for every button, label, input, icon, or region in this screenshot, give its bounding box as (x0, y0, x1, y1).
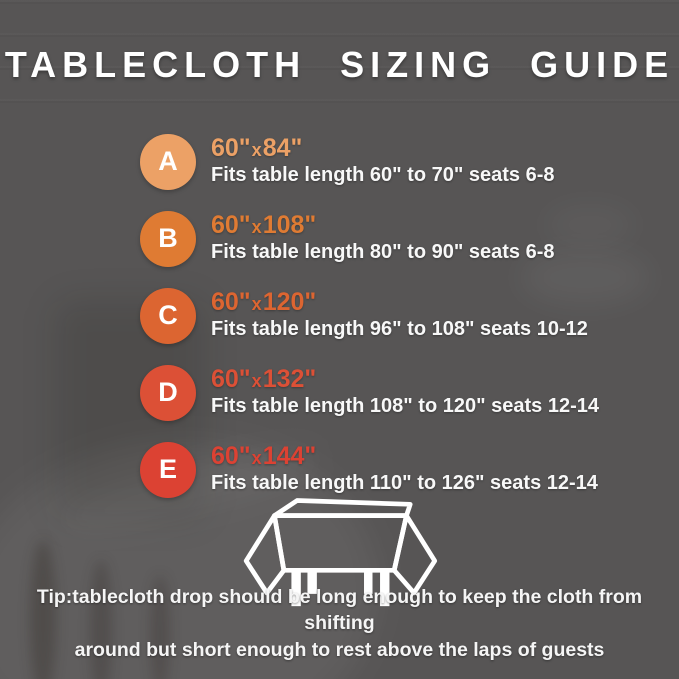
multiply-sign: x (251, 217, 262, 237)
tip-line-2: around but short enough to rest above th… (74, 638, 605, 661)
cloth-drape-right (391, 513, 438, 596)
cloth-front (272, 513, 409, 573)
size-width: 60" (211, 365, 251, 393)
size-option-text: 60"x84" Fits table length 60" to 70" sea… (211, 135, 555, 188)
size-option-d: D 60"x132" Fits table length 108" to 120… (140, 364, 599, 421)
size-length: 120" (262, 288, 317, 316)
size-option-b: B 60"x108" Fits table length 80" to 90" … (140, 210, 599, 267)
page-title: TABLECLOTH SIZING GUIDE (4, 44, 675, 85)
size-width: 60" (211, 442, 251, 470)
size-option-a: A 60"x84" Fits table length 60" to 70" s… (140, 133, 599, 190)
table-leg (307, 572, 317, 594)
size-options-list: A 60"x84" Fits table length 60" to 70" s… (140, 133, 599, 498)
size-width: 60" (211, 134, 251, 162)
size-dimensions: 60"x108" (211, 212, 555, 239)
size-description: Fits table length 110" to 126" seats 12-… (211, 472, 598, 494)
size-length: 144" (262, 442, 317, 470)
table-leg (364, 572, 373, 594)
size-dimensions: 60"x144" (211, 443, 598, 470)
size-badge-b: B (140, 210, 196, 267)
size-option-text: 60"x144" Fits table length 110" to 126" … (211, 443, 598, 496)
size-letter: B (158, 223, 178, 253)
size-description: Fits table length 96" to 108" seats 10-1… (211, 318, 588, 340)
size-option-c: C 60"x120" Fits table length 96" to 108"… (140, 287, 599, 344)
size-dimensions: 60"x84" (211, 135, 555, 162)
size-letter: C (158, 300, 178, 330)
size-letter: A (158, 146, 178, 176)
size-badge-a: A (140, 133, 196, 190)
size-badge-d: D (140, 364, 196, 421)
multiply-sign: x (251, 448, 262, 468)
size-badge-e: E (140, 441, 196, 498)
size-width: 60" (211, 288, 251, 316)
tip-line-1: Tip:tablecloth drop should be long enoug… (36, 586, 643, 635)
tip-text: Tip:tablecloth drop should be long enoug… (0, 584, 679, 663)
size-width: 60" (211, 211, 251, 239)
size-dimensions: 60"x120" (211, 289, 588, 316)
multiply-sign: x (251, 294, 262, 314)
size-option-text: 60"x132" Fits table length 108" to 120" … (211, 366, 599, 419)
size-option-text: 60"x108" Fits table length 80" to 90" se… (211, 212, 555, 265)
table-leg (291, 572, 301, 607)
multiply-sign: x (251, 140, 262, 160)
size-description: Fits table length 108" to 120" seats 12-… (211, 395, 600, 417)
size-option-e: E 60"x144" Fits table length 110" to 126… (140, 441, 599, 498)
multiply-sign: x (251, 371, 262, 391)
cloth-drape-left (243, 513, 287, 596)
tablecloth-diagram-icon (212, 493, 467, 625)
table-leg (380, 572, 390, 607)
size-letter: D (158, 377, 178, 407)
size-badge-c: C (140, 287, 196, 344)
size-letter: E (158, 454, 177, 484)
size-length: 108" (262, 211, 317, 239)
size-description: Fits table length 60" to 70" seats 6-8 (211, 164, 555, 186)
size-length: 84" (262, 134, 303, 162)
size-option-text: 60"x120" Fits table length 96" to 108" s… (211, 289, 588, 342)
size-description: Fits table length 80" to 90" seats 6-8 (211, 241, 555, 263)
size-length: 132" (262, 365, 317, 393)
size-dimensions: 60"x132" (211, 366, 599, 393)
